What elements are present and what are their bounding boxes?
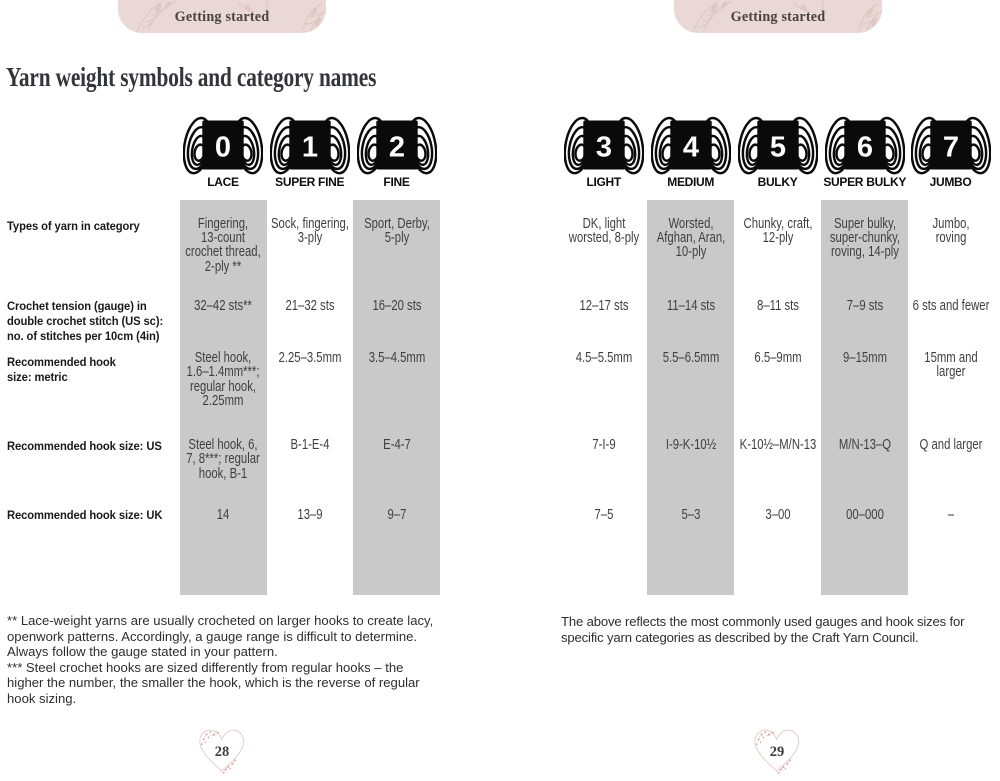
svg-text:4: 4 (683, 131, 699, 163)
svg-text:5: 5 (769, 131, 785, 163)
svg-text:1: 1 (302, 131, 318, 163)
svg-text:3: 3 (596, 131, 612, 163)
svg-text:6: 6 (857, 131, 873, 163)
svg-text:7: 7 (942, 131, 958, 163)
svg-text:0: 0 (215, 131, 231, 163)
svg-text:2: 2 (388, 131, 404, 163)
